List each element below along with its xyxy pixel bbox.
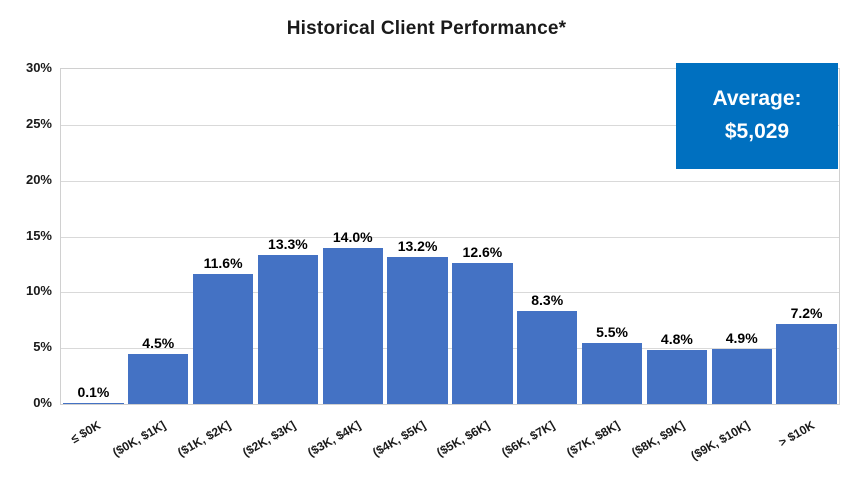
bar-slot: 13.3% — [255, 69, 320, 404]
bar — [452, 263, 513, 404]
bar-value-label: 4.8% — [660, 331, 693, 347]
bar-value-label: 4.9% — [725, 330, 758, 346]
y-tick-label: 25% — [25, 115, 52, 131]
bar — [63, 403, 124, 404]
bar — [711, 349, 772, 404]
bar-slot: 7.2% — [774, 69, 839, 404]
y-tick-label: 5% — [33, 339, 52, 355]
y-tick-label: 20% — [25, 171, 52, 187]
bar-slot: 14.0% — [320, 69, 385, 404]
bar-value-label: 8.3% — [531, 292, 564, 308]
gridline — [61, 348, 839, 350]
bar-value-label: 13.3% — [268, 236, 308, 252]
bar-value-label: 4.5% — [142, 335, 175, 351]
bar — [257, 255, 319, 404]
bar-slot: 4.8% — [644, 69, 709, 404]
bar — [322, 248, 383, 404]
bar-value-label: 12.6% — [462, 244, 503, 260]
bar-slot: 0.1% — [61, 69, 126, 404]
y-tick-label: 30% — [25, 60, 52, 75]
bar — [192, 274, 254, 404]
bar — [646, 350, 707, 404]
y-axis: 0% 5% 10% 15% 20% 25% 30% — [0, 61, 52, 410]
bar-slot: 4.9% — [709, 69, 774, 404]
bar — [776, 324, 837, 404]
chart-title: Historical Client Performance* — [286, 18, 567, 39]
bar-slot: 12.6% — [450, 69, 515, 404]
x-axis: ≤ $0K ($0K, $1K] ($1K, $2K] ($2K, $3K] ($3K,… — [60, 404, 838, 490]
bar-value-label: 11.6% — [203, 255, 243, 271]
gridline — [61, 180, 839, 182]
average-label: Average: — [712, 87, 802, 111]
bar-slot: 5.5% — [580, 69, 645, 404]
bar-value-label: 5.5% — [596, 324, 628, 340]
bar-slot: 11.6% — [191, 69, 256, 404]
bar-value-label: 0.1% — [77, 384, 110, 400]
gridline — [61, 292, 839, 294]
bar-slot: 8.3% — [515, 69, 580, 404]
x-tick-label: ≤ $0K — [68, 418, 104, 447]
bars-layer: 0.1% 4.5% 11.6% 13.3% 14.0% 13.2% 12.6% 8.3% 5.5… — [61, 69, 839, 404]
bar-value-label: 7.2% — [790, 305, 823, 321]
gridline — [61, 124, 839, 126]
y-tick-label: 0% — [33, 395, 52, 410]
bar-slot: 13.2% — [385, 69, 450, 404]
bar-value-label: 13.2% — [397, 238, 438, 254]
bar-value-label: 14.0% — [332, 229, 373, 245]
gridline — [61, 236, 839, 238]
bar-slot: 4.5% — [126, 69, 191, 404]
bar — [128, 354, 189, 404]
y-tick-label: 10% — [25, 283, 52, 299]
average-annotation: Average: $5,029 — [676, 63, 838, 169]
average-value: $5,029 — [724, 120, 790, 143]
bar — [517, 311, 578, 404]
bar — [581, 343, 643, 404]
y-tick-label: 15% — [25, 227, 52, 243]
bar — [387, 257, 448, 404]
